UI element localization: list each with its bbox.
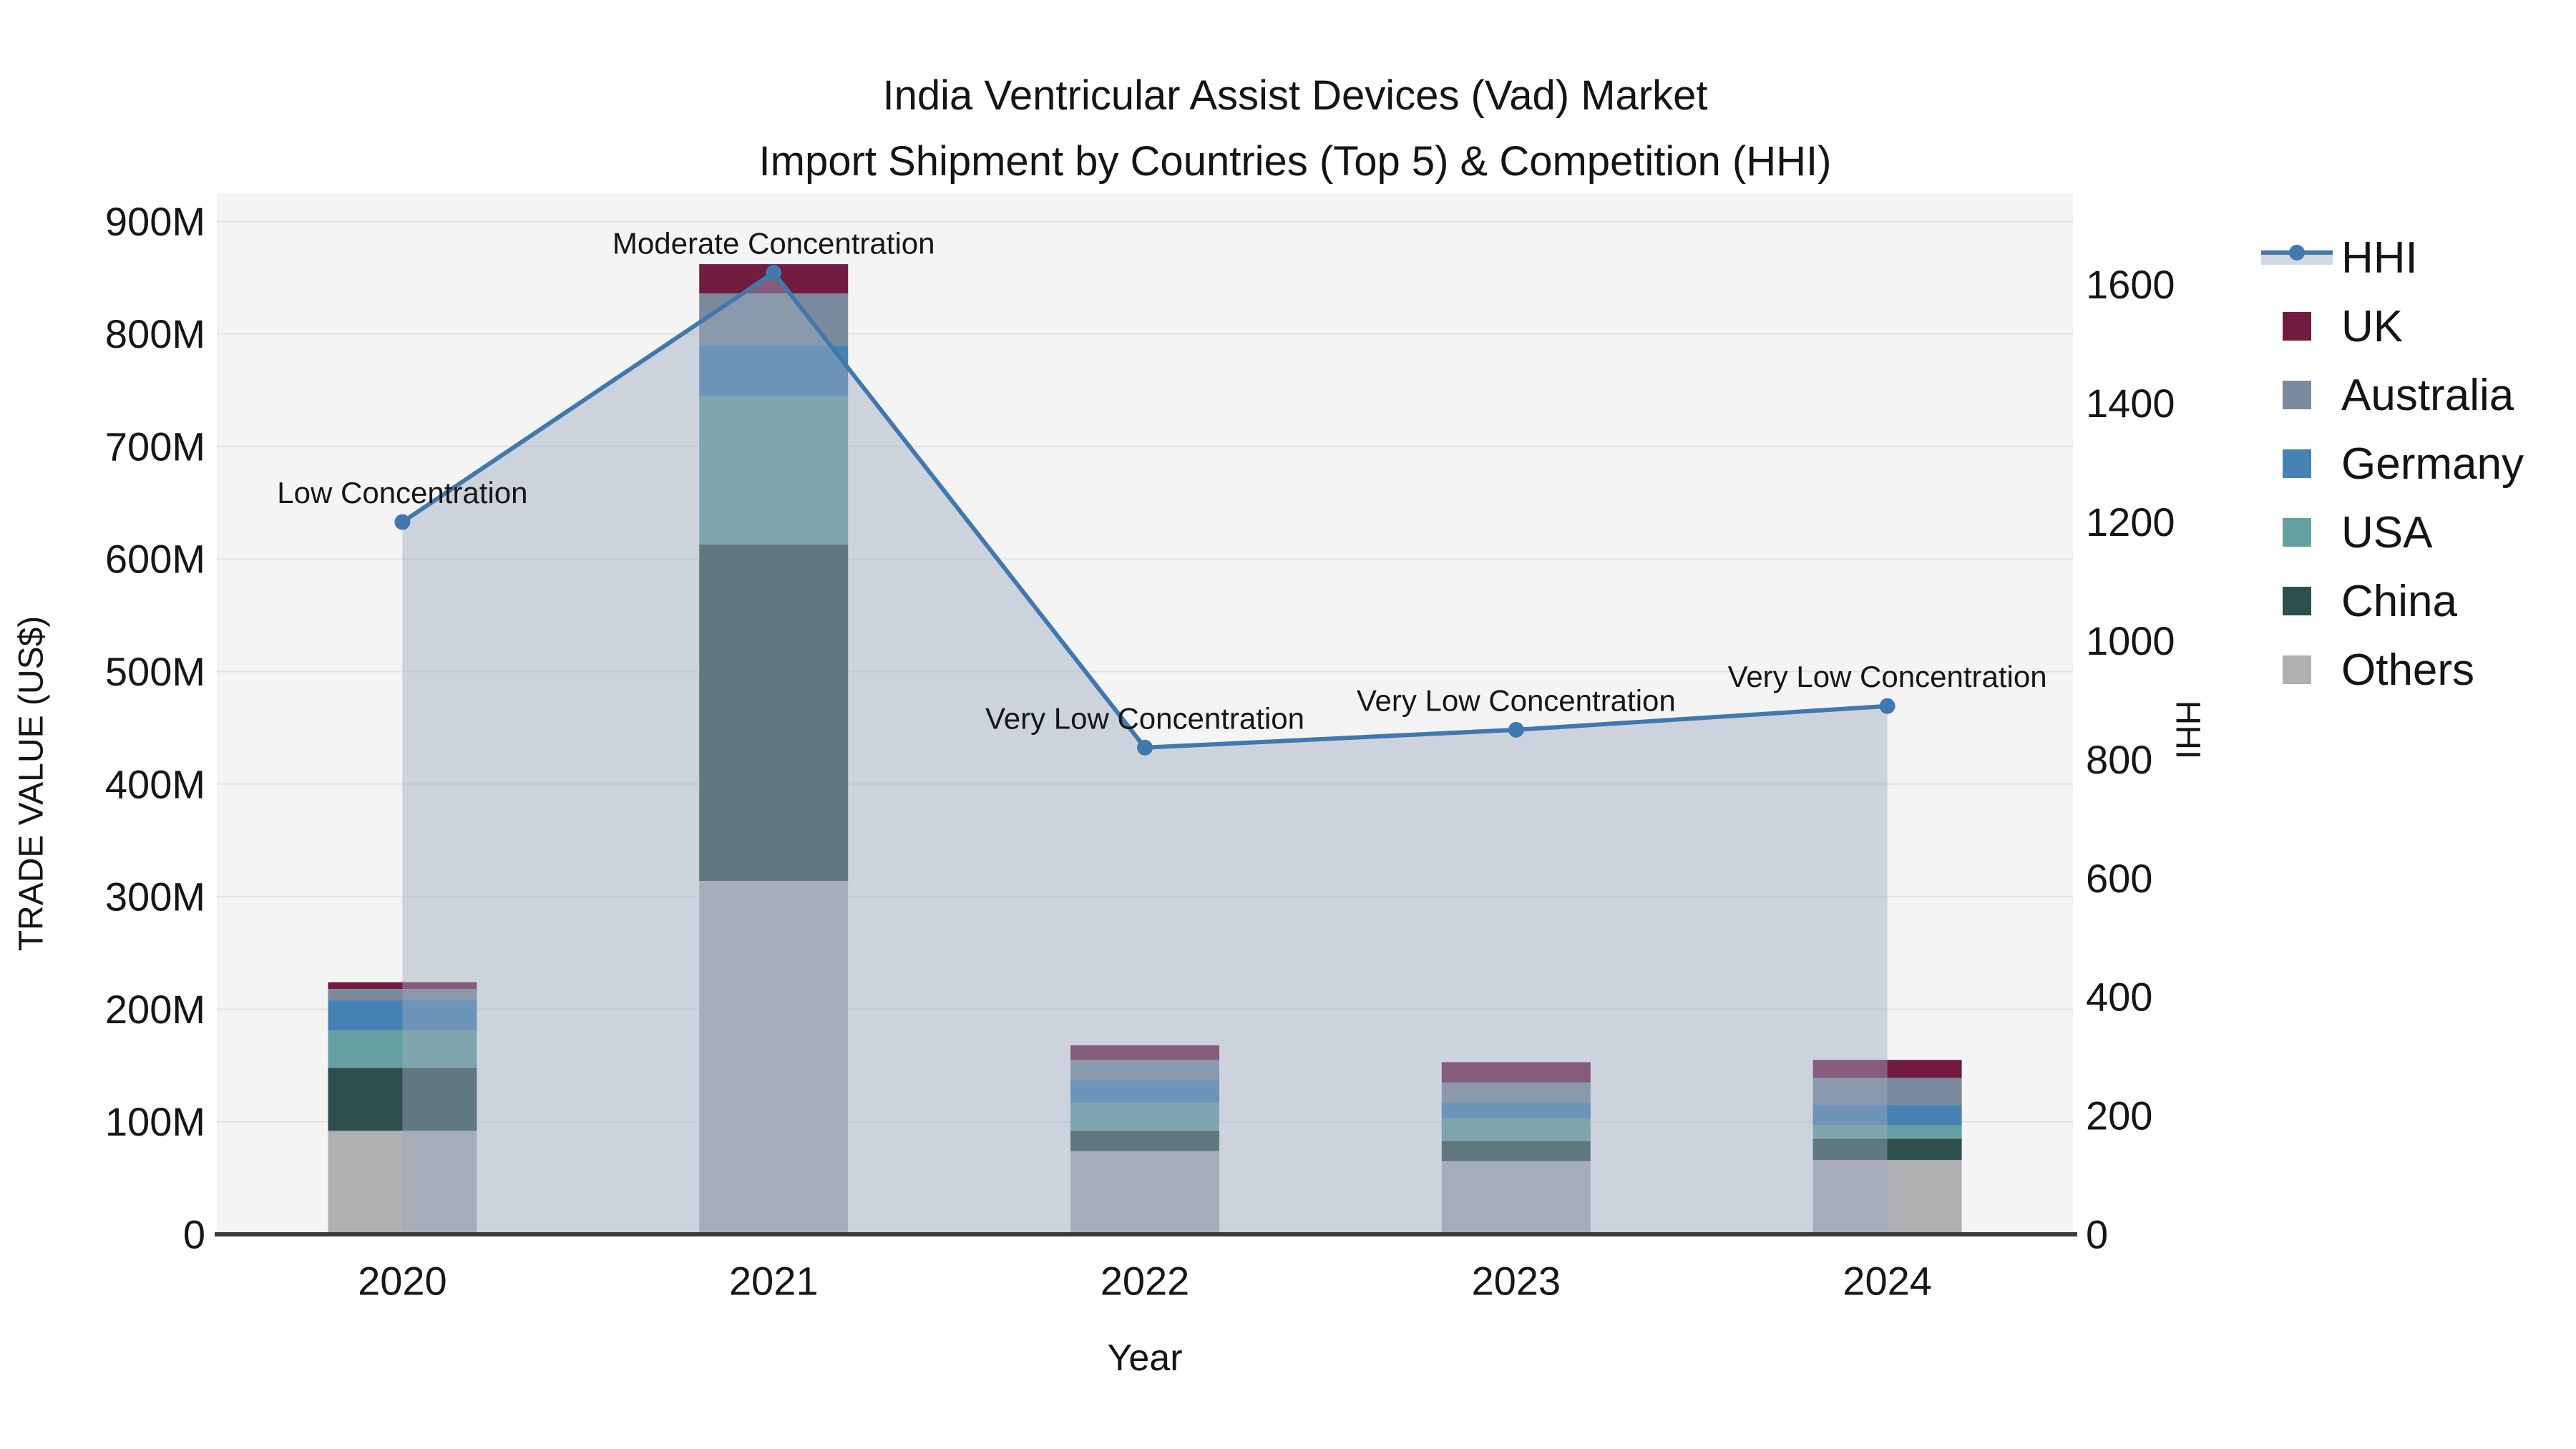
hhi-point-2020 <box>394 514 411 530</box>
y-right-tick-1200: 1200 <box>2086 499 2175 545</box>
bar-segment-germany-2020 <box>328 1000 477 1031</box>
chart-title-line2: Import Shipment by Countries (Top 5) & C… <box>758 138 1832 185</box>
legend-swatch-icon <box>2261 567 2333 635</box>
hhi-line-swatch-icon <box>2261 223 2333 292</box>
legend: HHI UK Australia Germany USA China Others <box>2261 223 2524 704</box>
legend-label: Germany <box>2341 439 2524 489</box>
legend-swatch-icon <box>2261 635 2333 704</box>
bar-segment-usa-2024 <box>1813 1125 1962 1139</box>
legend-label: USA <box>2341 507 2433 557</box>
bar-segment-germany-2024 <box>1813 1105 1962 1126</box>
annotation-2020: Low Concentration <box>277 476 527 509</box>
legend-label: China <box>2341 576 2457 626</box>
bar-segment-others-2022 <box>1070 1151 1219 1234</box>
legend-item-australia: Australia <box>2261 361 2524 429</box>
bar-segment-australia-2020 <box>328 989 477 1000</box>
bar-segment-usa-2023 <box>1441 1118 1591 1141</box>
bar-segment-germany-2023 <box>1441 1102 1591 1118</box>
bar-segment-usa-2020 <box>328 1030 477 1068</box>
bar-segment-others-2023 <box>1441 1161 1591 1234</box>
bar-segment-china-2024 <box>1813 1138 1962 1161</box>
bar-segment-china-2020 <box>328 1068 477 1131</box>
legend-item-hhi: HHI <box>2261 223 2524 292</box>
legend-label: Others <box>2341 645 2475 695</box>
hhi-point-2021 <box>766 265 782 281</box>
legend-item-germany: Germany <box>2261 429 2524 498</box>
bar-segment-others-2024 <box>1813 1160 1962 1234</box>
y-left-tick-400M: 400M <box>105 761 205 806</box>
bar-segment-uk-2023 <box>1441 1062 1591 1083</box>
legend-label: Australia <box>2341 370 2514 420</box>
annotation-2024: Very Low Concentration <box>1728 660 2047 693</box>
chart-title: India Ventricular Assist Devices (Vad) M… <box>0 63 2576 195</box>
chart-title-line1: India Ventricular Assist Devices (Vad) M… <box>882 72 1708 119</box>
hhi-point-2022 <box>1137 739 1153 756</box>
bar-segment-china-2021 <box>699 544 849 882</box>
y-left-tick-0: 0 <box>183 1212 205 1257</box>
y-right-tick-1600: 1600 <box>2086 262 2175 307</box>
y-left-tick-300M: 300M <box>105 874 205 919</box>
bar-segment-australia-2023 <box>1441 1082 1591 1103</box>
x-tick-2020: 2020 <box>358 1259 447 1304</box>
bar-segment-australia-2022 <box>1070 1060 1219 1080</box>
y-right-tick-800: 800 <box>2086 737 2152 782</box>
x-tick-2023: 2023 <box>1472 1259 1561 1304</box>
annotation-2021: Moderate Concentration <box>613 227 935 260</box>
y-right-tick-1400: 1400 <box>2086 381 2175 426</box>
bar-segment-others-2021 <box>699 881 849 1234</box>
legend-swatch-icon <box>2261 361 2333 429</box>
legend-label: UK <box>2341 301 2404 351</box>
x-tick-2021: 2021 <box>729 1259 819 1304</box>
bar-segment-usa-2022 <box>1070 1102 1219 1131</box>
y-left-tick-700M: 700M <box>105 424 205 469</box>
bar-segment-germany-2021 <box>699 345 849 396</box>
x-axis-label: Year <box>1107 1337 1183 1379</box>
annotation-2022: Very Low Concentration <box>985 701 1304 735</box>
bar-segment-germany-2022 <box>1070 1080 1219 1103</box>
hhi-point-2024 <box>1879 698 1896 714</box>
legend-swatch-icon <box>2261 498 2333 567</box>
hhi-point-2023 <box>1508 721 1524 738</box>
annotation-2023: Very Low Concentration <box>1357 683 1676 717</box>
y-left-tick-100M: 100M <box>105 1099 205 1144</box>
y-axis-label-right: HHI <box>2168 700 2207 760</box>
y-axis-label-left: TRADE VALUE (US$) <box>12 615 51 952</box>
y-right-tick-200: 200 <box>2086 1093 2152 1138</box>
y-right-tick-400: 400 <box>2086 975 2152 1020</box>
legend-swatch-icon <box>2261 429 2333 498</box>
legend-item-uk: UK <box>2261 292 2524 361</box>
bar-segment-usa-2021 <box>699 396 849 545</box>
y-left-tick-800M: 800M <box>105 311 205 356</box>
legend-item-china: China <box>2261 567 2524 635</box>
bar-segment-others-2020 <box>328 1131 477 1234</box>
bar-segment-uk-2020 <box>328 982 477 990</box>
y-right-tick-0: 0 <box>2086 1212 2108 1257</box>
x-tick-2024: 2024 <box>1843 1259 1932 1304</box>
bar-segment-china-2023 <box>1441 1141 1591 1161</box>
bar-segment-uk-2024 <box>1813 1060 1962 1078</box>
y-left-tick-600M: 600M <box>105 537 205 582</box>
y-left-tick-900M: 900M <box>105 199 205 244</box>
bar-segment-australia-2024 <box>1813 1078 1962 1106</box>
y-left-tick-500M: 500M <box>105 649 205 694</box>
legend-item-usa: USA <box>2261 498 2524 567</box>
legend-swatch-icon <box>2261 292 2333 361</box>
y-left-tick-200M: 200M <box>105 987 205 1032</box>
x-tick-2022: 2022 <box>1101 1259 1190 1304</box>
bar-segment-china-2022 <box>1070 1131 1219 1151</box>
legend-item-others: Others <box>2261 635 2524 704</box>
y-right-tick-1000: 1000 <box>2086 618 2175 663</box>
y-right-tick-600: 600 <box>2086 856 2152 901</box>
legend-label: HHI <box>2341 233 2418 283</box>
bar-segment-uk-2022 <box>1070 1045 1219 1060</box>
